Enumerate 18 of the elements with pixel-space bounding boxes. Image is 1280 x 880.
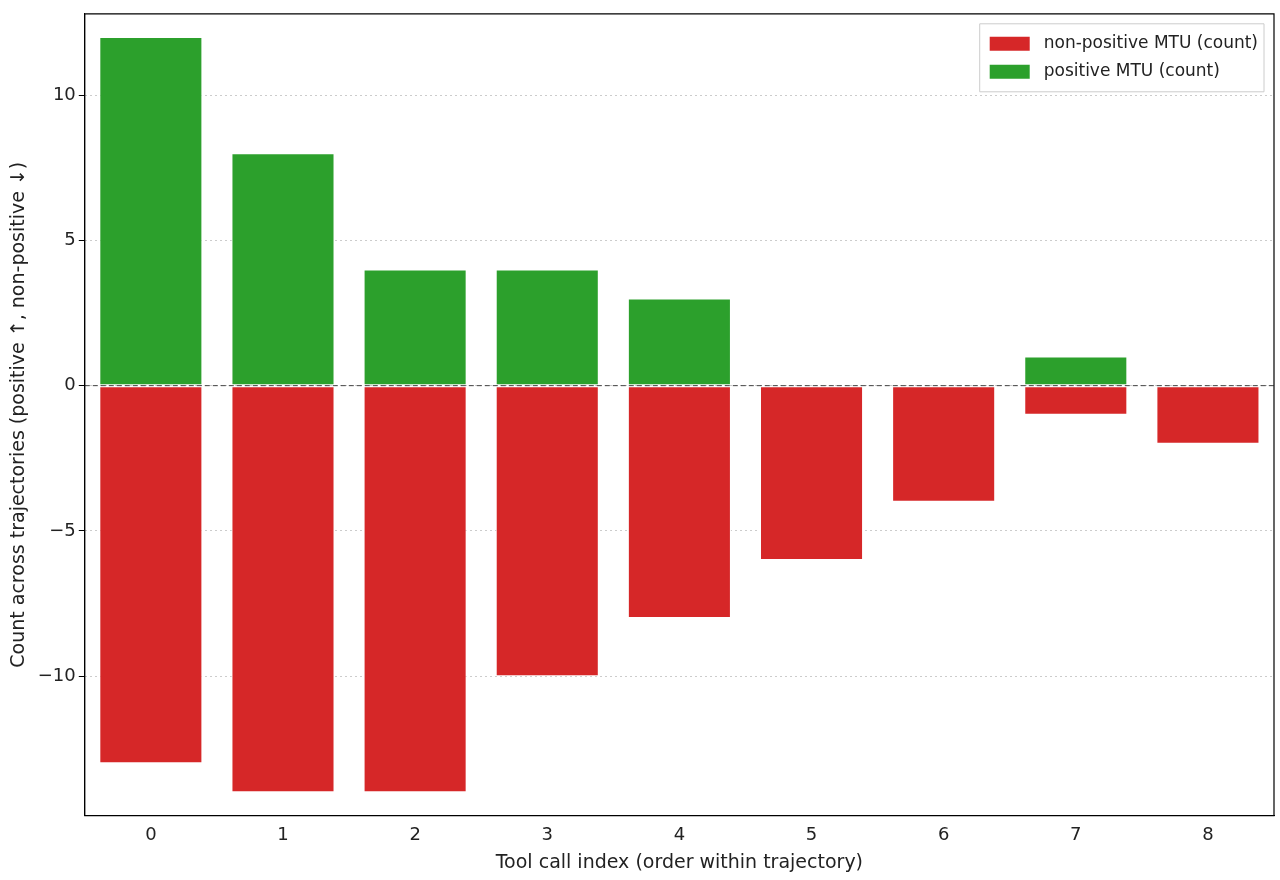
x-tick-label: 7: [1070, 823, 1082, 845]
y-tick-label: 5: [64, 228, 76, 250]
y-tick-label: 10: [52, 82, 76, 104]
x-tick-label: 8: [1202, 823, 1214, 845]
legend-label: positive MTU (count): [1043, 60, 1220, 81]
x-tick-label: 5: [805, 823, 818, 845]
y-tick-label: 0: [64, 373, 76, 395]
x-tick-label: 3: [541, 823, 553, 845]
x-tick-label: 4: [673, 823, 686, 845]
legend-label: non-positive MTU (count): [1043, 32, 1258, 53]
x-tick-label: 0: [145, 823, 157, 845]
y-tick-label: −5: [49, 518, 76, 540]
x-tick-label: 6: [937, 823, 950, 845]
y-axis-title: Count across trajectories (positive ↑, non-positive ↓): [6, 161, 29, 668]
x-tick-label: 2: [409, 823, 421, 845]
y-tick-label: −10: [37, 663, 76, 685]
x-tick-label: 1: [277, 823, 289, 845]
x-axis-title: Tool call index (order within trajectory): [494, 849, 864, 872]
